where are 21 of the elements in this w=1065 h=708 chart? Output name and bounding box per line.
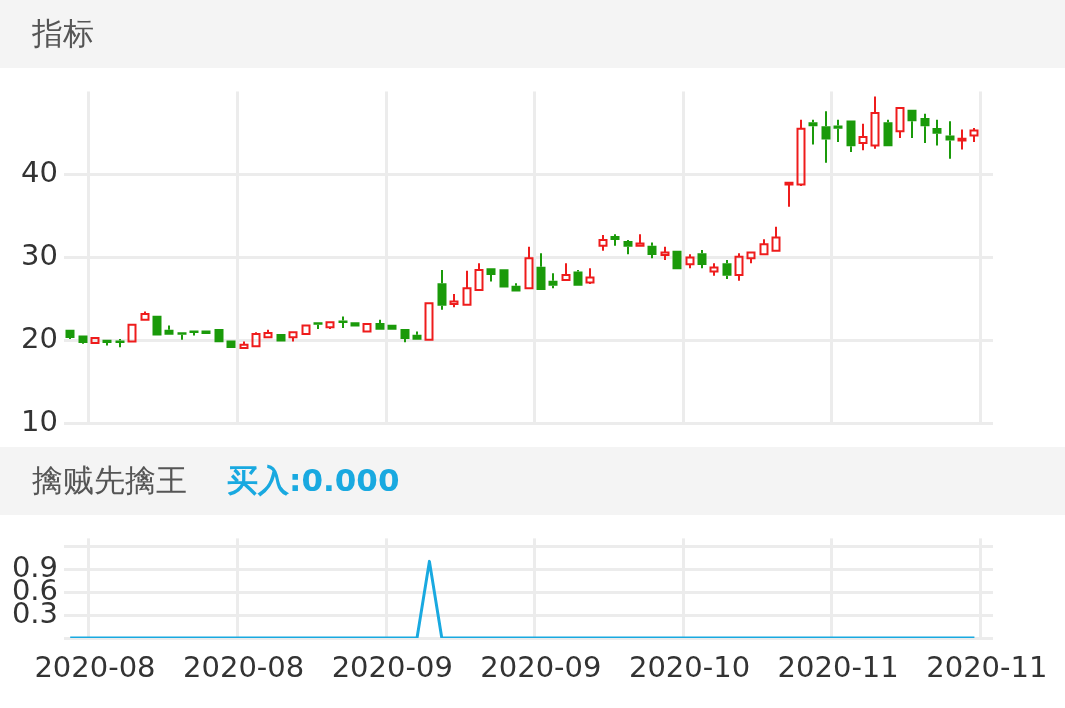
x-tick-label: 2020-10 xyxy=(628,649,751,684)
chart-title: 擒贼先擒王 xyxy=(32,461,187,500)
x-tick-label: 2020-09 xyxy=(331,649,453,684)
chart-subtitle: 买入:0.000 xyxy=(227,461,400,500)
candlestick xyxy=(920,112,930,144)
y-tick-label: 10 xyxy=(21,404,58,439)
y-tick-label: 30 xyxy=(21,238,58,273)
y-tick-label: 40 xyxy=(21,154,58,189)
candlestick xyxy=(623,240,633,256)
x-tick-label: 2020-09 xyxy=(480,649,602,684)
candlestick xyxy=(821,110,831,164)
candlestick xyxy=(610,233,620,247)
candlestick xyxy=(437,268,447,311)
y-tick-label: 20 xyxy=(21,321,58,356)
x-tick-label: 2020-08 xyxy=(34,649,156,684)
x-tick-label: 2020-11 xyxy=(777,649,899,684)
candlestick xyxy=(932,118,942,147)
chart-title: 指标 xyxy=(32,14,94,53)
x-tick-label: 2020-11 xyxy=(926,649,1048,684)
candlestick xyxy=(945,120,955,160)
x-tick-label: 2020-08 xyxy=(183,649,305,684)
